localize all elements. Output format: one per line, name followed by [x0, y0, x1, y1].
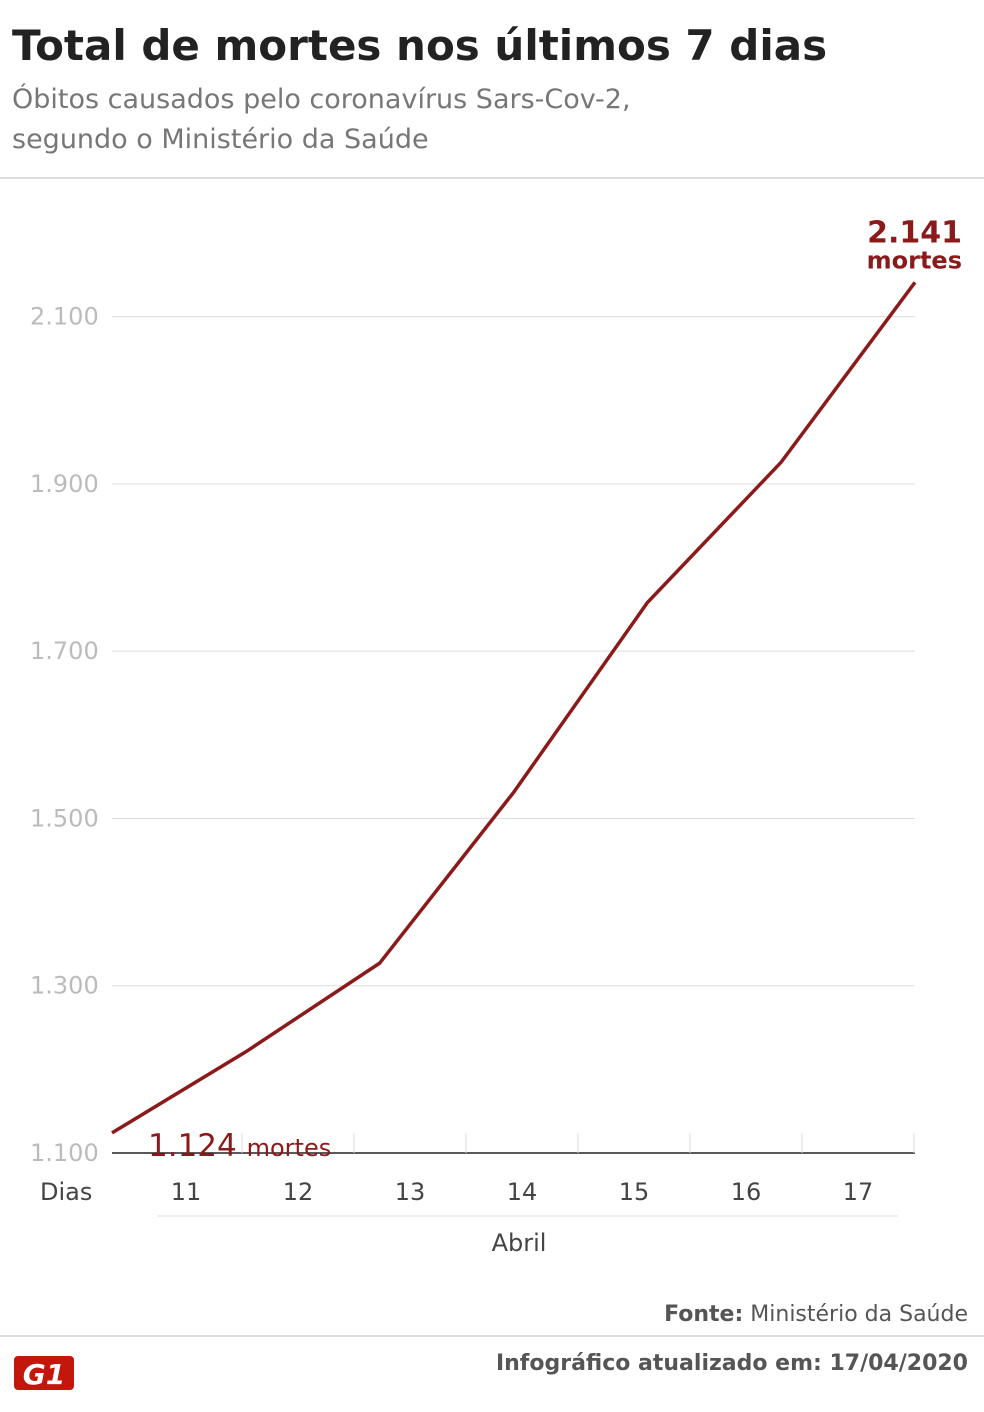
- data-label: 1.124 mortes: [148, 1128, 331, 1164]
- logo-bg: [14, 1356, 74, 1390]
- source-label: Fonte:: [664, 1302, 743, 1327]
- x-tick-label: 12: [283, 1178, 314, 1206]
- x-tick-label: 16: [731, 1178, 762, 1206]
- chart-title: Total de mortes nos últimos 7 dias: [12, 21, 827, 70]
- data-label-unit: mortes: [247, 1134, 332, 1162]
- line: [111, 281, 917, 1135]
- subtitle: segundo o Ministério da Saúde: [12, 124, 429, 155]
- data-label-value: 2.141: [867, 215, 962, 250]
- x-tick-label: 15: [619, 1178, 650, 1206]
- y-tick-label: 1.900: [30, 470, 99, 498]
- x-tick-label: 11: [171, 1178, 202, 1206]
- source-name: Ministério da Saúde: [750, 1302, 968, 1327]
- x-tick-label: 17: [843, 1178, 874, 1206]
- subtitle: Óbitos causados pelo coronavírus Sars-Co…: [12, 83, 631, 115]
- x-tick-label: 13: [395, 1178, 426, 1206]
- logo: G1: [23, 1358, 65, 1391]
- data-label-unit: mortes: [867, 246, 962, 274]
- y-tick-label: 1.300: [30, 972, 99, 1000]
- y-tick-label: 1.700: [30, 637, 99, 665]
- y-tick-label: 1.500: [30, 804, 99, 832]
- source: Fonte: Ministério da Saúde: [664, 1302, 968, 1327]
- x-tick-label: 14: [507, 1178, 538, 1206]
- x-axis-label: Dias: [40, 1178, 92, 1206]
- x-group-label: Abril: [492, 1229, 547, 1257]
- y-tick-label: 1.100: [30, 1139, 99, 1167]
- y-tick-label: 2.100: [30, 303, 99, 331]
- updated: Infográfico atualizado em: 17/04/2020: [496, 1351, 968, 1376]
- data-label-value: 1.124: [148, 1128, 237, 1164]
